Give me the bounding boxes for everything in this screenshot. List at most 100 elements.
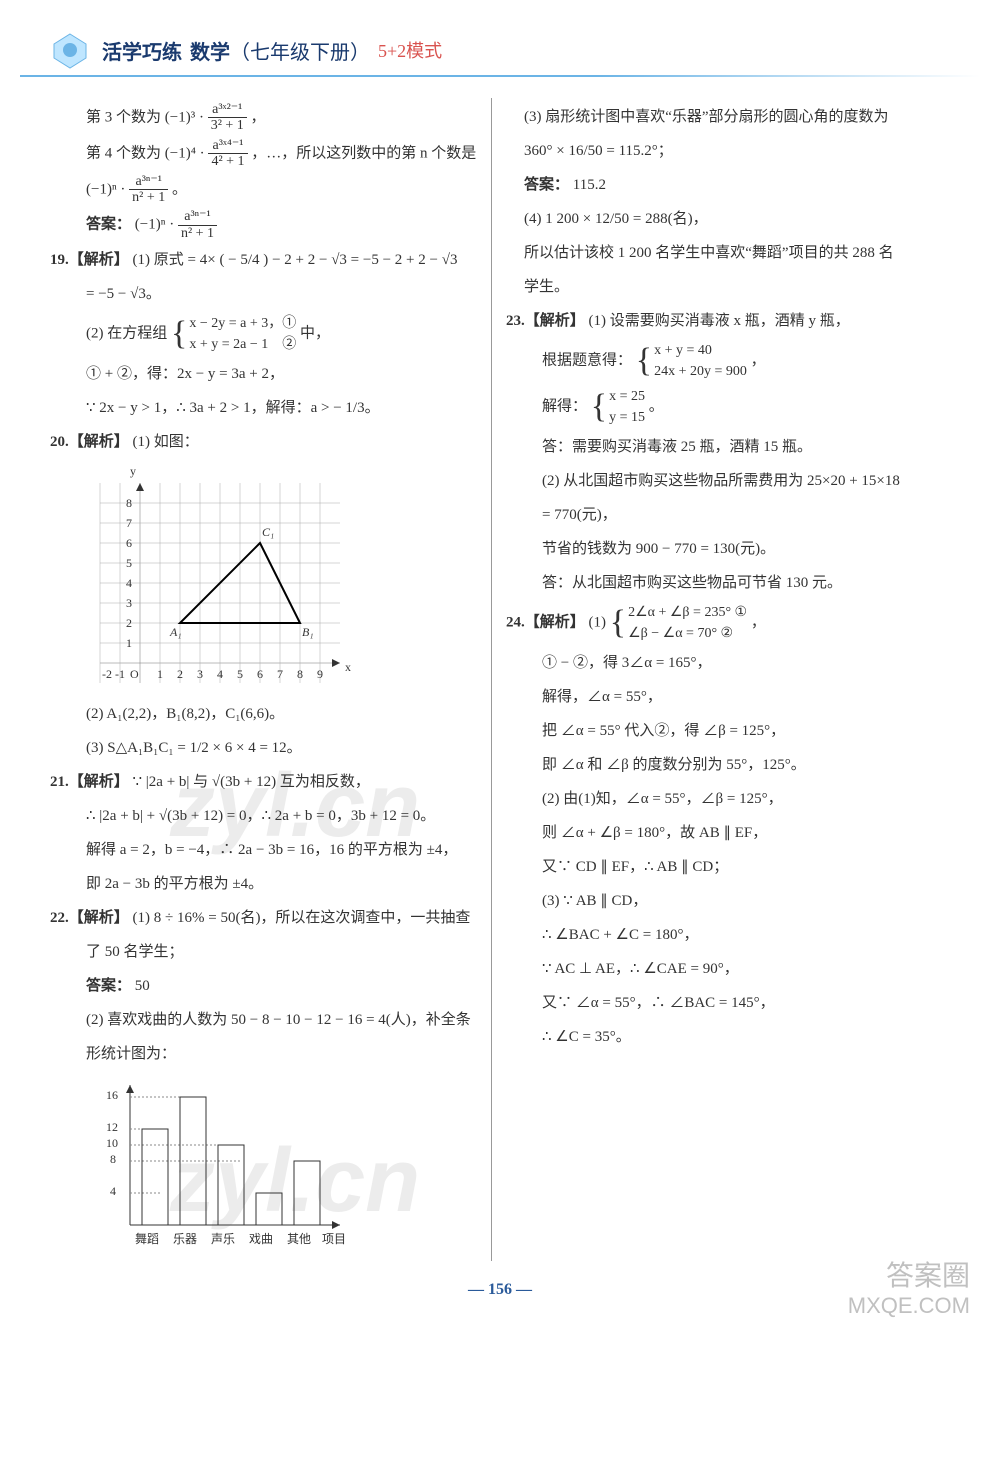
- svg-text:声乐: 声乐: [211, 1232, 235, 1246]
- q22-2: (2) 喜欢戏曲的人数为 50 − 8 − 10 − 12 − 16 = 4(人…: [50, 1005, 482, 1035]
- svg-text:其他: 其他: [287, 1232, 311, 1246]
- frac-4: a³ˣ⁴⁻¹4² + 1: [208, 138, 247, 170]
- q24-3a: (3) ∵ AB ∥ CD，: [506, 886, 938, 916]
- line-seq3: 第 3 个数为 (−1)³ · a³ˣ²⁻¹3² + 1 ，: [50, 102, 482, 134]
- svg-text:3: 3: [126, 596, 132, 610]
- left-column: 第 3 个数为 (−1)³ · a³ˣ²⁻¹3² + 1 ， 第 4 个数为 (…: [50, 98, 494, 1261]
- svg-text:5: 5: [126, 556, 132, 570]
- page-number: — 156 —: [50, 1281, 950, 1299]
- header-title-subject: 数学: [190, 36, 230, 65]
- header-icon: [50, 30, 90, 70]
- header-tag: 5+2模式: [378, 37, 442, 63]
- q24-2c: 又∵ CD ∥ EF，∴ AB ∥ CD；: [506, 852, 938, 882]
- frac-n: a³ⁿ⁻¹n² + 1: [129, 174, 168, 206]
- q24-3b: ∴ ∠BAC + ∠C = 180°，: [506, 920, 938, 950]
- q21-4: 即 2a − 3b 的平方根为 ±4。: [50, 869, 482, 899]
- q24-1c: 解得，∠α = 55°，: [506, 682, 938, 712]
- svg-text:1: 1: [126, 636, 132, 650]
- q21-2: ∴ |2a + b| + √(3b + 12) = 0，∴ 2a + b = 0…: [50, 801, 482, 831]
- r22-4b: 所以估计该校 1 200 名学生中喜欢“舞蹈”项目的共 288 名: [506, 238, 938, 268]
- r22-4a: (4) 1 200 × 12/50 = 288(名)，: [506, 204, 938, 234]
- q21-3: 解得 a = 2，b = −4，∴ 2a − 3b = 16，16 的平方根为 …: [50, 835, 482, 865]
- q20-line: 20.【解析】 (1) 如图：: [50, 427, 482, 457]
- q24: 24.【解析】 (1) { 2∠α + ∠β = 235° ① ∠β − ∠α …: [506, 602, 938, 644]
- svg-text:x: x: [345, 660, 351, 674]
- q23-2d: 答：从北国超市购买这些物品可节省 130 元。: [506, 568, 938, 598]
- triangle-figure: x y O -2-1 12 34 56 78 9 12 34 56 78 A₁: [90, 463, 482, 693]
- q24-1e: 即 ∠α 和 ∠β 的度数分别为 55°，125°。: [506, 750, 938, 780]
- svg-text:-2: -2: [102, 667, 112, 681]
- page: 活学巧练 数学 （七年级下册） 5+2模式 zyl.cn zyl.cn 第 3 …: [0, 0, 1000, 1339]
- bar-chart: 4 8 10 12 16 舞蹈 乐器 声乐 戏曲 其他 项目: [90, 1075, 482, 1255]
- q23-solve: 解得： { x = 25 y = 15 。: [506, 386, 938, 428]
- q22: 22.【解析】 (1) 8 ÷ 16% = 50(名)，所以在这次调查中，一共抽…: [50, 903, 482, 933]
- q24-3e: ∴ ∠C = 35°。: [506, 1022, 938, 1052]
- q23-sys: 根据题意得： { x + y = 40 24x + 20y = 900 ，: [506, 340, 938, 382]
- q19-line2: (2) 在方程组 { x − 2y = a + 3，① x + y = 2a −…: [50, 313, 482, 355]
- q20-2: (2) A₁(2,2)，B₁(8,2)，C₁(6,6)。: [50, 699, 482, 729]
- svg-text:乐器: 乐器: [173, 1232, 197, 1246]
- q19-line2c: ① + ②，得：2x − y = 3a + 2，: [50, 359, 482, 389]
- q22-2b: 形统计图为：: [50, 1039, 482, 1069]
- frac-3: a³ˣ²⁻¹3² + 1: [208, 102, 247, 134]
- svg-text:9: 9: [317, 667, 323, 681]
- content-columns: 第 3 个数为 (−1)³ · a³ˣ²⁻¹3² + 1 ， 第 4 个数为 (…: [50, 98, 950, 1261]
- svg-text:y: y: [130, 464, 136, 478]
- q19-line2d: ∵ 2x − y > 1，∴ 3a + 2 > 1，解得：a > − 1/3。: [50, 393, 482, 423]
- svg-text:6: 6: [257, 667, 263, 681]
- r22-4c: 学生。: [506, 272, 938, 302]
- q20-3: (3) S△A₁B₁C₁ = 1/2 × 6 × 4 = 12。: [50, 733, 482, 763]
- svg-text:B₁: B₁: [302, 625, 314, 639]
- q23: 23.【解析】 (1) 设需要购买消毒液 x 瓶，酒精 y 瓶，: [506, 306, 938, 336]
- svg-text:C₁: C₁: [262, 525, 274, 539]
- svg-text:A₁: A₁: [169, 625, 182, 639]
- svg-text:项目: 项目: [322, 1232, 346, 1246]
- svg-text:舞蹈: 舞蹈: [135, 1232, 159, 1246]
- line-answer-seq: 答案： (−1)ⁿ · a³ⁿ⁻¹n² + 1: [50, 209, 482, 241]
- q22-ans: 答案： 50: [50, 971, 482, 1001]
- line-seqn: (−1)ⁿ · a³ⁿ⁻¹n² + 1 。: [50, 174, 482, 206]
- q22-1b: 了 50 名学生；: [50, 937, 482, 967]
- svg-text:-1: -1: [115, 667, 125, 681]
- frac-ans: a³ⁿ⁻¹n² + 1: [178, 209, 217, 241]
- svg-text:12: 12: [106, 1120, 118, 1134]
- svg-text:O: O: [130, 667, 139, 681]
- q24-2b: 则 ∠α + ∠β = 180°，故 AB ∥ EF，: [506, 818, 938, 848]
- q23-2a: (2) 从北国超市购买这些物品所需费用为 25×20 + 15×18: [506, 466, 938, 496]
- q19-line1: 19.【解析】 (1) 原式 = 4× ( − 5/4 ) − 2 + 2 − …: [50, 245, 482, 275]
- svg-text:4: 4: [110, 1184, 116, 1198]
- r22-3ans: 答案： 115.2: [506, 170, 938, 200]
- q24-2a: (2) 由(1)知，∠α = 55°，∠β = 125°，: [506, 784, 938, 814]
- svg-text:5: 5: [237, 667, 243, 681]
- svg-text:8: 8: [126, 496, 132, 510]
- q19-line1b: = −5 − √3。: [50, 279, 482, 309]
- q24-3c: ∵ AC ⊥ AE，∴ ∠CAE = 90°，: [506, 954, 938, 984]
- q24-3d: 又∵ ∠α = 55°，∴ ∠BAC = 145°，: [506, 988, 938, 1018]
- q24-1d: 把 ∠α = 55° 代入②，得 ∠β = 125°，: [506, 716, 938, 746]
- svg-text:7: 7: [277, 667, 283, 681]
- q19-system: { x − 2y = a + 3，① x + y = 2a − 1 ②: [171, 313, 296, 355]
- svg-text:1: 1: [157, 667, 163, 681]
- column-divider: [491, 98, 492, 1261]
- svg-text:4: 4: [126, 576, 132, 590]
- svg-text:7: 7: [126, 516, 132, 530]
- page-header: 活学巧练 数学 （七年级下册） 5+2模式: [50, 30, 950, 78]
- svg-text:2: 2: [177, 667, 183, 681]
- svg-text:6: 6: [126, 536, 132, 550]
- svg-text:2: 2: [126, 616, 132, 630]
- svg-text:戏曲: 戏曲: [249, 1232, 273, 1246]
- header-underline: [20, 75, 980, 77]
- svg-text:4: 4: [217, 667, 223, 681]
- header-title-grade: （七年级下册）: [230, 36, 370, 65]
- line-seq4: 第 4 个数为 (−1)⁴ · a³ˣ⁴⁻¹4² + 1 ，…，所以这列数中的第…: [50, 138, 482, 170]
- svg-text:16: 16: [106, 1088, 118, 1102]
- svg-text:8: 8: [297, 667, 303, 681]
- svg-text:8: 8: [110, 1152, 116, 1166]
- r22-3b: 360° × 16/50 = 115.2°；: [506, 136, 938, 166]
- footer-brand: 答案圈 MXQE.COM: [848, 1259, 970, 1319]
- r22-3: (3) 扇形统计图中喜欢“乐器”部分扇形的圆心角的度数为: [506, 102, 938, 132]
- q24-1b: ① − ②，得 3∠α = 165°，: [506, 648, 938, 678]
- svg-text:10: 10: [106, 1136, 118, 1150]
- header-title-main: 活学巧练: [102, 36, 182, 65]
- q23-1ans: 答：需要购买消毒液 25 瓶，酒精 15 瓶。: [506, 432, 938, 462]
